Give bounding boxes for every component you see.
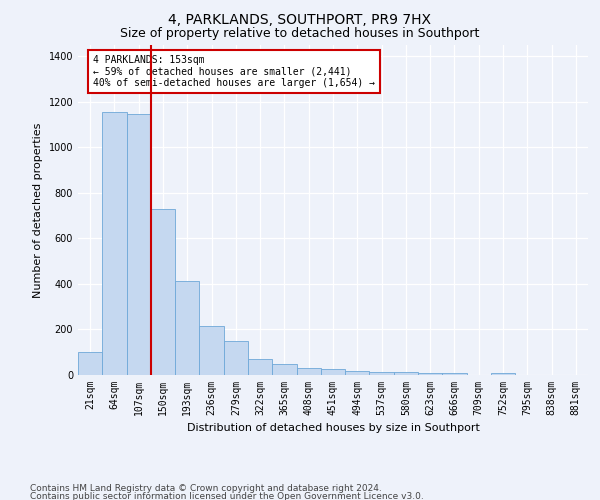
Bar <box>199 326 224 375</box>
Bar <box>345 371 370 375</box>
Bar <box>442 372 467 375</box>
Bar <box>272 364 296 375</box>
Text: Size of property relative to detached houses in Southport: Size of property relative to detached ho… <box>121 28 479 40</box>
Bar <box>296 368 321 375</box>
Text: 4 PARKLANDS: 153sqm
← 59% of detached houses are smaller (2,441)
40% of semi-det: 4 PARKLANDS: 153sqm ← 59% of detached ho… <box>94 55 376 88</box>
Bar <box>127 114 151 375</box>
Bar <box>418 372 442 375</box>
Y-axis label: Number of detached properties: Number of detached properties <box>33 122 43 298</box>
Bar <box>321 368 345 375</box>
Bar <box>78 352 102 375</box>
Bar <box>175 280 199 375</box>
Bar <box>491 372 515 375</box>
Bar <box>370 372 394 375</box>
X-axis label: Distribution of detached houses by size in Southport: Distribution of detached houses by size … <box>187 424 479 434</box>
Text: 4, PARKLANDS, SOUTHPORT, PR9 7HX: 4, PARKLANDS, SOUTHPORT, PR9 7HX <box>169 12 431 26</box>
Bar <box>151 209 175 375</box>
Text: Contains HM Land Registry data © Crown copyright and database right 2024.: Contains HM Land Registry data © Crown c… <box>30 484 382 493</box>
Bar <box>248 359 272 375</box>
Text: Contains public sector information licensed under the Open Government Licence v3: Contains public sector information licen… <box>30 492 424 500</box>
Bar <box>102 112 127 375</box>
Bar <box>224 341 248 375</box>
Bar <box>394 372 418 375</box>
